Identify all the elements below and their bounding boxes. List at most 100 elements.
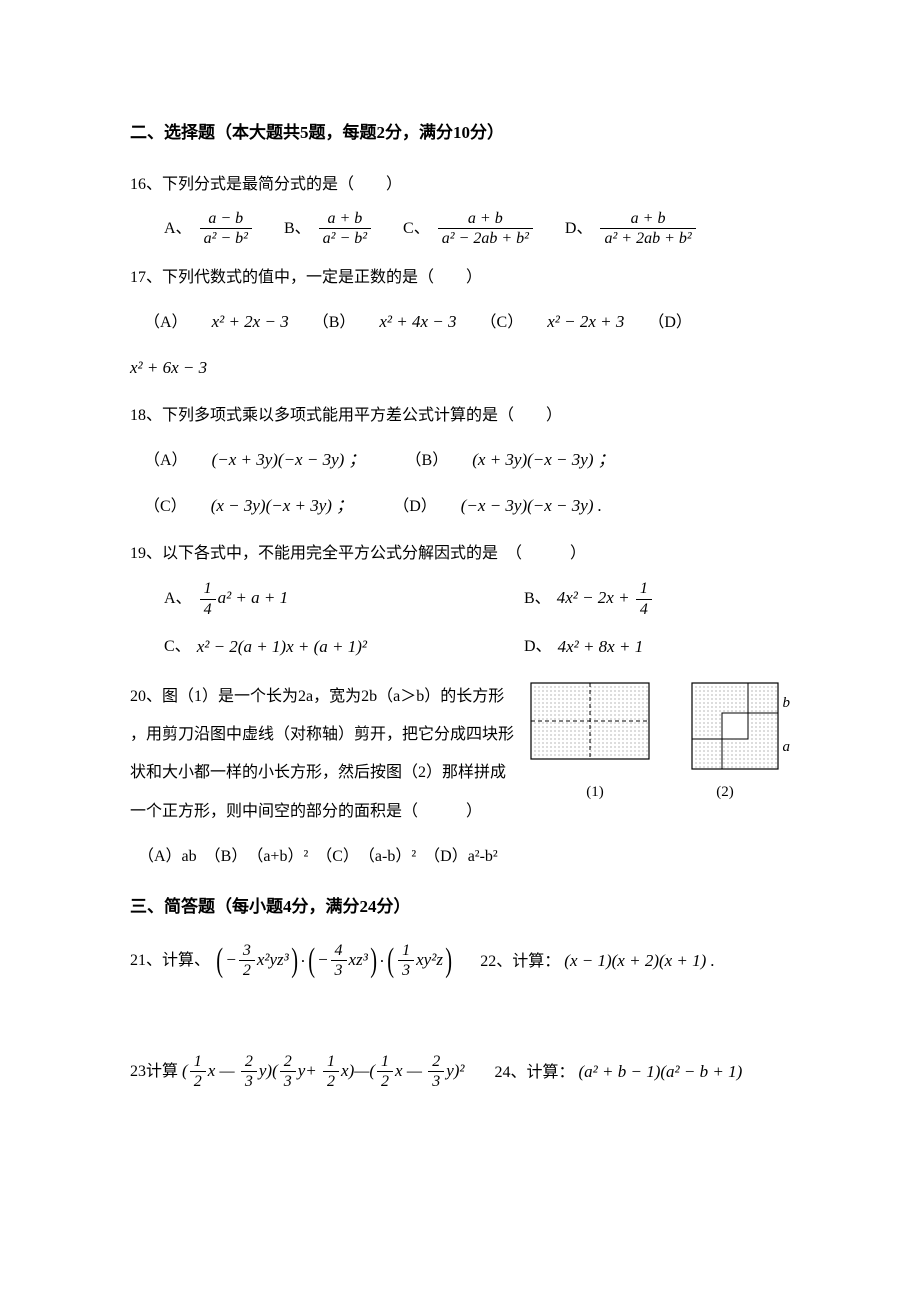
q20-line2: ，用剪刀沿图中虚线（对称轴）剪开，把它分成四块形: [130, 716, 516, 754]
fig2-label-a: a: [783, 731, 791, 764]
f: 2: [239, 961, 255, 980]
q22-label: 22、计算：: [480, 953, 560, 970]
q18-b-label: （B）: [406, 452, 449, 469]
q19-opt-d: D、 4x² + 8x + 1: [524, 628, 790, 665]
f: 3: [239, 942, 255, 962]
fraction-icon: 14: [636, 580, 652, 618]
section-2-header: 二、选择题（本大题共5题，每题2分，满分10分）: [130, 118, 790, 149]
q18-row2: （C） (x − 3y)(−x + 3y) ； （D） (−x − 3y)(−x…: [144, 487, 790, 524]
q23-q24-row: 23计算 (12x — 23y)(23y+ 12x)—(12x — 23y)² …: [130, 1052, 790, 1103]
q18-b-expr: (x + 3y)(−x − 3y) ；: [472, 450, 615, 469]
q19-b-before: 4x² − 2x +: [557, 588, 634, 607]
q22-expr: (x − 1)(x + 2)(x + 1) .: [564, 951, 715, 970]
f: 1: [377, 1053, 393, 1073]
fraction-icon: 12: [323, 1053, 339, 1091]
op: —: [215, 1061, 239, 1080]
q19-opt-a: A、 14a² + a + 1: [164, 579, 524, 618]
q16-a-den: a² − b²: [200, 229, 252, 248]
q19-a-after: a² + a + 1: [218, 588, 289, 607]
fraction-icon: 23: [428, 1053, 444, 1091]
q19-c-expr: x² − 2(a + 1)x + (a + 1)²: [197, 628, 367, 665]
q17-d-label: （D）: [648, 314, 692, 331]
f: 2: [190, 1072, 206, 1091]
q19-opt-c: C、 x² − 2(a + 1)x + (a + 1)²: [164, 628, 524, 665]
fraction-icon: a + b a² − 2ab + b²: [438, 210, 533, 248]
f: 3: [331, 961, 347, 980]
q16-c-num: a + b: [438, 210, 533, 230]
fraction-icon: a + b a² − b²: [319, 210, 371, 248]
q16-opt-c-label: C、: [403, 211, 430, 246]
q19-b-den: 4: [636, 600, 652, 619]
fraction-icon: 23: [241, 1053, 257, 1091]
q16-d-num: a + b: [600, 210, 695, 230]
q20-line3: 状和大小都一样的小长方形，然后按图（2）那样拼成: [130, 754, 516, 792]
q21-q22-row: 21、计算、 (−32x²yz³)·(−43xz³)·(13xy²z) 22、计…: [130, 941, 790, 992]
figure-2-icon: [691, 682, 779, 770]
q21-label: 21、计算、: [130, 952, 210, 969]
f: 3: [280, 1072, 296, 1091]
f: 2: [241, 1053, 257, 1073]
q16-opt-c: C、 a + b a² − 2ab + b²: [403, 210, 535, 248]
q23-expr: (12x — 23y)(23y+ 12x)—(12x — 23y)²: [182, 1061, 464, 1080]
q17-b-label: （B）: [313, 314, 356, 331]
q17-c-expr: x² − 2x + 3: [547, 312, 624, 331]
q18-c-label: （C）: [144, 498, 187, 515]
q16-options: A、 a − b a² − b² B、 a + b a² − b² C、 a +…: [164, 210, 790, 248]
q17-b-expr: x² + 4x − 3: [379, 312, 456, 331]
f: 4: [331, 942, 347, 962]
question-20: 20、图（1）是一个长为2a，宽为2b（a＞b）的长方形 ，用剪刀沿图中虚线（对…: [130, 678, 790, 832]
op: —: [403, 1061, 427, 1080]
q19-b-expr: 4x² − 2x + 14: [557, 579, 654, 618]
q16-opt-b: B、 a + b a² − b²: [284, 210, 373, 248]
fraction-icon: 14: [200, 580, 216, 618]
q18-a-label: （A）: [144, 452, 188, 469]
q16-b-num: a + b: [319, 210, 371, 230]
v: x: [395, 1061, 403, 1080]
q19-a-den: 4: [200, 600, 216, 619]
fraction-icon: 43: [331, 942, 347, 980]
v: x: [341, 1061, 349, 1080]
question-18: 18、下列多项式乘以多项式能用平方差公式计算的是（ ） （A） (−x + 3y…: [130, 398, 790, 524]
t: xz³: [349, 950, 368, 969]
q16-opt-b-label: B、: [284, 211, 311, 246]
q19-d-expr: 4x² + 8x + 1: [558, 628, 644, 665]
f: 1: [190, 1053, 206, 1073]
question-16: 16、下列分式是最简分式的是（ ） A、 a − b a² − b² B、 a …: [130, 167, 790, 248]
f: 3: [428, 1072, 444, 1091]
q21-expr: (−32x²yz³)·(−43xz³)·(13xy²z): [214, 950, 454, 969]
t: xy²z: [416, 950, 443, 969]
q19-c-label: C、: [164, 629, 191, 664]
q18-a-expr: (−x + 3y)(−x − 3y) ；: [212, 450, 366, 469]
question-22: 22、计算： (x − 1)(x + 2)(x + 1) .: [480, 942, 715, 979]
q19-b-label: B、: [524, 581, 551, 616]
fraction-icon: a − b a² − b²: [200, 210, 252, 248]
q16-d-den: a² + 2ab + b²: [600, 229, 695, 248]
q17-options-line1: （A） x² + 2x − 3 （B） x² + 4x − 3 （C） x² −…: [144, 303, 790, 340]
q18-c-expr: (x − 3y)(−x + 3y) ；: [211, 496, 354, 515]
f: 2: [280, 1053, 296, 1073]
q20-options: （A）ab （B） （a+b）² （C） （a-b）² （D）a²-b²: [138, 843, 790, 872]
q16-opt-d: D、 a + b a² + 2ab + b²: [565, 210, 698, 248]
q16-b-den: a² − b²: [319, 229, 371, 248]
section-3-header: 三、简答题（每小题4分，满分24分）: [130, 892, 790, 923]
f: 3: [398, 961, 414, 980]
q24-label: 24、计算：: [495, 1064, 575, 1081]
tail: )²: [454, 1061, 465, 1080]
f: 1: [323, 1053, 339, 1073]
q16-opt-d-label: D、: [565, 211, 593, 246]
q20-figures: b a (1) (2): [530, 678, 790, 809]
question-24: 24、计算： (a² + b − 1)(a² − b + 1): [495, 1053, 743, 1090]
q17-a-label: （A）: [144, 314, 188, 331]
q17-a-expr: x² + 2x − 3: [212, 312, 289, 331]
op: +: [305, 1061, 321, 1080]
f: 2: [428, 1053, 444, 1073]
f: 3: [241, 1072, 257, 1091]
fraction-icon: a + b a² + 2ab + b²: [600, 210, 695, 248]
q19-a-expr: 14a² + a + 1: [198, 579, 289, 618]
question-19: 19、以下各式中，不能用完全平方公式分解因式的是 （ ） A、 14a² + a…: [130, 536, 790, 666]
q17-d-expr: x² + 6x − 3: [130, 358, 207, 377]
question-17: 17、下列代数式的值中，一定是正数的是（ ） （A） x² + 2x − 3 （…: [130, 260, 790, 386]
q19-options: A、 14a² + a + 1 B、 4x² − 2x + 14 C、 x² −…: [164, 579, 790, 666]
t: x²yz³: [257, 950, 289, 969]
q17-c-label: （C）: [481, 314, 524, 331]
